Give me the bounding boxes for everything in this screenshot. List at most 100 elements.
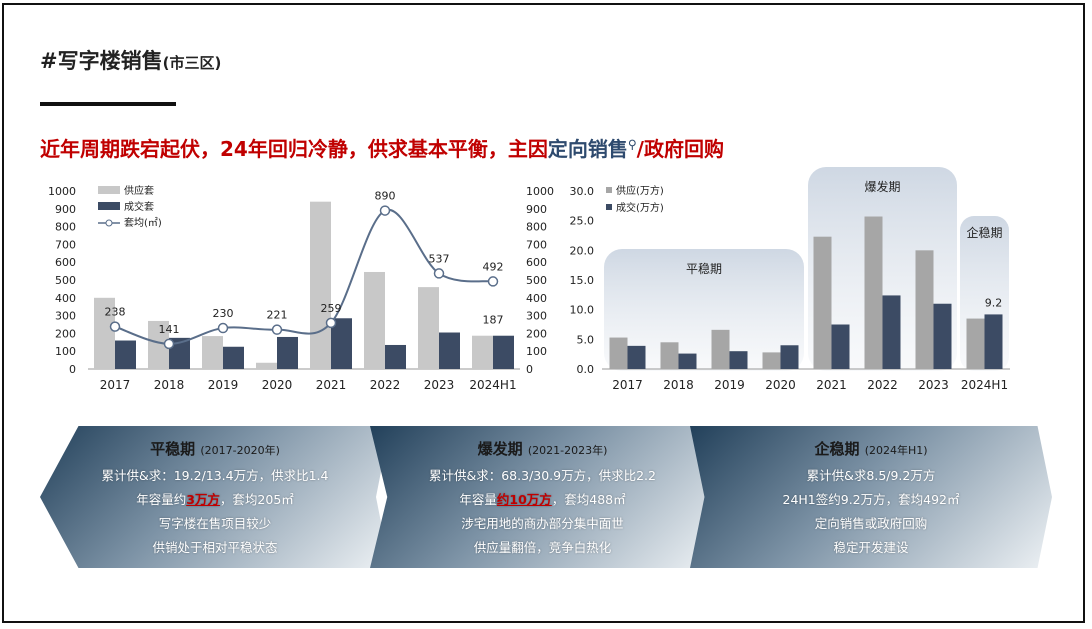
banner-text: 年容量 xyxy=(459,492,497,507)
left-y-tick: 600 xyxy=(55,256,76,269)
right-y-tick: 0.0 xyxy=(577,363,595,376)
right-y2-tick: 900 xyxy=(526,203,547,216)
supply-area-bar xyxy=(864,216,883,369)
supply-bar xyxy=(418,287,439,369)
avg-point xyxy=(109,321,121,332)
x-tick-label: 2023 xyxy=(424,378,455,392)
banner-text: 24H1签约9.2万方，套均492㎡ xyxy=(782,492,960,507)
banner-text: 累计供&求8.5/9.2万方 xyxy=(806,468,936,483)
supply-bar xyxy=(364,271,385,369)
avg-point xyxy=(217,322,229,334)
headline-main: 近年周期跌宕起伏，24年回归冷静，供求基本平衡，主因 xyxy=(40,137,548,161)
right-y2-tick: 0 xyxy=(526,363,533,376)
avg-point xyxy=(163,338,175,350)
banner-line: 年容量约10万方，套均488㎡ xyxy=(370,488,715,512)
page-title: #写字楼销售(市三区) xyxy=(40,45,221,75)
right-y-tick: 30.0 xyxy=(570,185,595,198)
avg-data-label: 259 xyxy=(321,302,342,315)
banner-line: 供销处于相对平稳状态 xyxy=(40,536,390,560)
avg-point xyxy=(379,205,391,216)
avg-point xyxy=(325,317,337,329)
right-y2-tick: 500 xyxy=(526,274,547,287)
deal-bar xyxy=(439,332,460,369)
avg-data-label: 890 xyxy=(375,190,396,203)
deal-area-bar xyxy=(933,303,952,369)
right-y-tick: 15.0 xyxy=(570,274,595,287)
banner-text: ，套均488㎡ xyxy=(551,492,626,507)
banner-text: 年容量约 xyxy=(136,492,187,507)
legend-supply-swatch xyxy=(606,187,612,193)
avg-data-label: 141 xyxy=(159,323,180,336)
legend-deal-swatch xyxy=(98,202,120,210)
deal-bar xyxy=(385,344,406,369)
supply-area-bar xyxy=(966,318,985,369)
left-y-tick: 1000 xyxy=(48,185,76,198)
banner-background xyxy=(40,426,390,568)
banner-line: 写字楼在售项目较少 xyxy=(40,512,390,536)
legend-avg-label: 套均(㎡) xyxy=(124,216,162,229)
deal-area-bar xyxy=(831,324,850,369)
avg-data-label: 492 xyxy=(483,260,504,273)
banner-highlight: 3万方 xyxy=(186,492,220,507)
supply-area-bar xyxy=(762,352,781,369)
legend-deal-label: 成交(万方) xyxy=(616,201,664,214)
deal-area-bar xyxy=(678,353,697,369)
supply-area-bar xyxy=(813,236,832,369)
right-y2-tick: 100 xyxy=(526,345,547,358)
avg-data-label: 238 xyxy=(105,306,126,319)
title-underline xyxy=(40,102,176,106)
banner-title-main: 企稳期 xyxy=(814,440,865,458)
left-y-tick: 200 xyxy=(55,327,76,340)
phase-label-steady: 企稳期 xyxy=(966,225,1002,240)
supply-bar xyxy=(310,201,331,369)
supply-bar xyxy=(202,336,223,369)
legend-supply-label: 供应(万方) xyxy=(616,184,664,197)
left-y-tick: 100 xyxy=(55,345,76,358)
banner-line: 供应量翻倍，竞争白热化 xyxy=(370,536,715,560)
avg-data-label: 230 xyxy=(213,307,234,320)
avg-point xyxy=(433,268,445,279)
avg-data-label: 221 xyxy=(267,309,288,322)
banner-line: 累计供&求：68.3/30.9万方，供求比2.2 xyxy=(370,464,715,488)
x-tick-label: 2020 xyxy=(765,378,796,392)
banner-text: 涉宅用地的商办部分集中面世 xyxy=(461,516,624,531)
left-y-tick: 700 xyxy=(55,238,76,251)
banner-background xyxy=(370,426,715,568)
deal-area-bar xyxy=(882,295,901,369)
banner-text: 供销处于相对平稳状态 xyxy=(152,540,278,555)
right-y-tick: 25.0 xyxy=(570,215,595,228)
left-y-tick: 400 xyxy=(55,292,76,305)
deal-bar xyxy=(169,337,190,369)
legend-deal-label: 成交套 xyxy=(124,200,154,213)
right-y2-tick: 600 xyxy=(526,256,547,269)
avg-data-label: 537 xyxy=(429,252,450,265)
legend-avg-marker xyxy=(105,219,113,227)
banner-title: 平稳期 (2017-2020年) xyxy=(40,438,390,459)
banner-title: 爆发期 (2021-2023年) xyxy=(370,438,715,459)
banner-title-main: 爆发期 xyxy=(477,440,528,458)
banner-title-years: (2017-2020年) xyxy=(200,444,280,457)
x-tick-label: 2023 xyxy=(918,378,949,392)
right-y-tick: 20.0 xyxy=(570,244,595,257)
banner-text: 累计供&求：19.2/13.4万方，供求比1.4 xyxy=(101,468,329,483)
supply-bar xyxy=(472,335,493,369)
right-y2-tick: 400 xyxy=(526,292,547,305)
left-y-tick: 800 xyxy=(55,221,76,234)
supply-bar xyxy=(256,362,277,369)
supply-area-bar xyxy=(915,250,934,369)
right-y2-tick: 1000 xyxy=(526,185,554,198)
deal-area-bar xyxy=(984,314,1003,369)
supply-area-bar xyxy=(660,342,679,369)
right-y2-tick: 800 xyxy=(526,221,547,234)
deal-bar xyxy=(115,340,136,369)
banner-text: 累计供&求：68.3/30.9万方，供求比2.2 xyxy=(428,468,656,483)
left-chart: 0 0 100 100 200 200 300 300 400 400 500 500 600 600 70… xyxy=(48,184,554,392)
x-tick-label: 2020 xyxy=(262,378,293,392)
right-y-tick: 5.0 xyxy=(577,333,595,346)
banner-text: ，套均205㎡ xyxy=(219,492,294,507)
right-y2-tick: 300 xyxy=(526,310,547,323)
search-icon[interactable]: ⚲ xyxy=(627,137,637,152)
